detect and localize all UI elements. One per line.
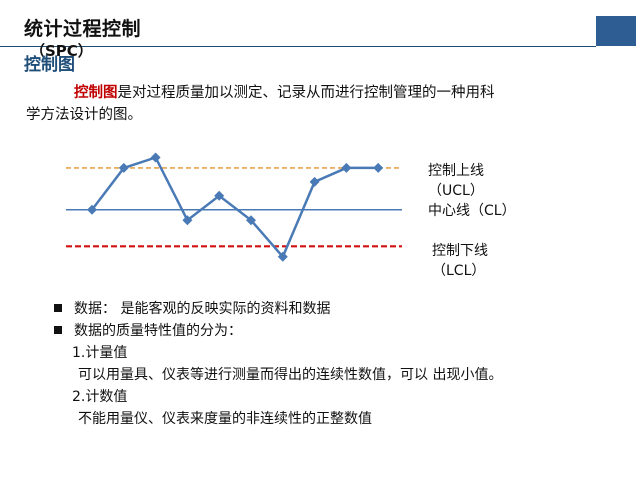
bullet-item-types: 数据的质量特性值的分为： bbox=[54, 320, 502, 342]
control-chart bbox=[66, 152, 402, 262]
lcl-abbrev: （LCL） bbox=[432, 263, 486, 279]
type-count-title: 2.计数值 bbox=[72, 389, 128, 405]
type-measurement-desc: 可以用量具、仪表等进行测量而得出的连续性数值，可以 出现小值。 bbox=[78, 367, 503, 383]
corner-accent-box bbox=[596, 16, 636, 46]
data-point-5 bbox=[214, 190, 225, 201]
slide-title: 统计过程控制 bbox=[24, 18, 142, 40]
intro-text-2: 学方法设计的图。 bbox=[26, 107, 142, 123]
bullet-item-data: 数据： 是能客观的反映实际的资料和数据 bbox=[54, 298, 502, 320]
data-point-6 bbox=[246, 215, 256, 226]
data-point-4 bbox=[182, 215, 193, 226]
data-series-line bbox=[91, 155, 379, 260]
intro-keyword: 控制图 bbox=[74, 85, 118, 101]
bullet-text: 数据： 是能客观的反映实际的资料和数据 bbox=[74, 301, 331, 317]
data-point-8 bbox=[309, 176, 320, 187]
section-heading: 控制图 bbox=[24, 55, 75, 75]
data-point-7 bbox=[277, 251, 288, 262]
type-measurement-title: 1.计量值 bbox=[72, 345, 128, 361]
cl-label: 中心线（CL） bbox=[428, 203, 516, 219]
type-count-desc: 不能用量仪、仪表来度量的非连续性的正整数值 bbox=[78, 411, 372, 427]
data-point-10 bbox=[373, 162, 384, 173]
intro-paragraph: 控制图是对过程质量加以测定、记录从而进行控制管理的一种用科 学方法设计的图。 bbox=[26, 82, 586, 126]
slide-subtitle: （SPC） bbox=[30, 42, 93, 60]
data-point-2 bbox=[118, 162, 129, 173]
header-rule bbox=[0, 46, 596, 47]
bullet-text: 数据的质量特性值的分为： bbox=[74, 323, 242, 339]
ucl-label: 控制上线 bbox=[428, 163, 484, 179]
lcl-label: 控制下线 bbox=[432, 243, 488, 259]
intro-line-1: 控制图是对过程质量加以测定、记录从而进行控制管理的一种用科 bbox=[26, 82, 586, 104]
intro-text-1: 是对过程质量加以测定、记录从而进行控制管理的一种用科 bbox=[117, 85, 495, 101]
data-point-3 bbox=[150, 152, 161, 163]
bullet-square-icon bbox=[54, 304, 62, 312]
bullet-list: 数据： 是能客观的反映实际的资料和数据 数据的质量特性值的分为： 1.计量值 可… bbox=[54, 298, 502, 430]
data-point-9 bbox=[341, 162, 352, 173]
ucl-abbrev: （UCL） bbox=[428, 183, 484, 199]
data-point-1 bbox=[87, 204, 97, 215]
data-points bbox=[87, 152, 384, 262]
bullet-square-icon bbox=[54, 326, 62, 334]
